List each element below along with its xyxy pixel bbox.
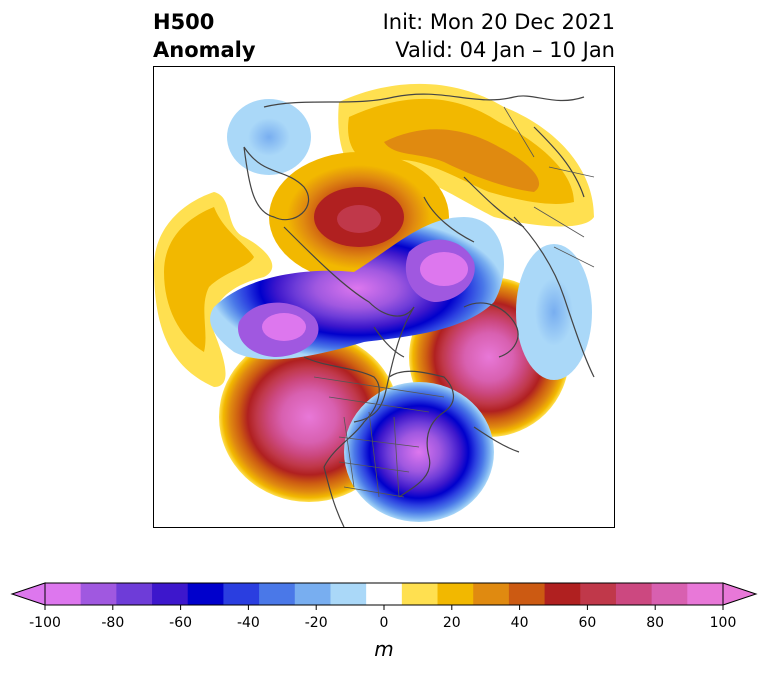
- title-variable: H500: [153, 10, 215, 34]
- colorbar-tick-label: 40: [510, 615, 529, 631]
- pacific-ridge-arc-inner: [164, 207, 254, 352]
- colorbar-tick-label: -40: [236, 615, 260, 631]
- colorbar-segment: [687, 583, 724, 605]
- colorbar-tick-label: 60: [578, 615, 597, 631]
- colorbar-tick-label: -60: [169, 615, 193, 631]
- colorbar-segment: [366, 583, 403, 605]
- colorbar-segment: [437, 583, 474, 605]
- init-time-label: Init: Mon 20 Dec 2021: [382, 10, 615, 34]
- east-siberia-trough: [227, 99, 311, 175]
- eastern-us-trough: [344, 382, 494, 522]
- colorbar-segment: [508, 583, 546, 605]
- colorbar-segment: [294, 583, 331, 605]
- colorbar-segment: [473, 583, 510, 605]
- colorbar-tick-label: 0: [379, 615, 389, 631]
- anomaly-map-canvas: [154, 83, 595, 527]
- colorbar-segment: [544, 583, 581, 605]
- east-asia-trough: [516, 244, 592, 380]
- pacific-trough-center: [262, 313, 306, 341]
- map-title: H500 Anomaly: [153, 8, 256, 64]
- colorbar-segment: [330, 583, 367, 605]
- colorbar-segment: [116, 583, 153, 605]
- colorbar-tick-label: -80: [101, 615, 125, 631]
- colorbar-segment: [580, 583, 617, 605]
- valid-period-label: Valid: 04 Jan – 10 Jan: [395, 38, 615, 62]
- coastlines: [243, 93, 595, 527]
- colorbar-extend-over: [722, 582, 758, 606]
- map-dates: Init: Mon 20 Dec 2021 Valid: 04 Jan – 10…: [383, 8, 615, 64]
- colorbar-extend-under: [10, 582, 46, 606]
- colorbar-tick-label: -100: [29, 615, 61, 631]
- colorbar-segment: [152, 583, 189, 605]
- anomaly-map: [153, 66, 615, 528]
- eurasia-ridge-core: [384, 129, 540, 192]
- arctic-trough-center: [420, 252, 468, 286]
- colorbar-tick-label: 20: [442, 615, 461, 631]
- colorbar-segment: [187, 583, 224, 605]
- colorbar-segment: [401, 583, 439, 605]
- colorbar-segment: [45, 583, 82, 605]
- colorbar-segment: [223, 583, 260, 605]
- colorbar-segment: [651, 583, 688, 605]
- colorbar-unit-label: m: [374, 637, 394, 661]
- colorbar-tick-label: 80: [646, 615, 665, 631]
- colorbar-segment: [80, 583, 117, 605]
- colorbar-tick-label: 100: [709, 615, 737, 631]
- alaska-ridge-center: [337, 205, 381, 233]
- political-borders: [313, 106, 595, 498]
- colorbar-tick-label: -20: [304, 615, 328, 631]
- colorbar-segment: [615, 583, 653, 605]
- title-field-type: Anomaly: [153, 38, 256, 62]
- colorbar-segment: [259, 583, 296, 605]
- colorbar: [10, 582, 758, 610]
